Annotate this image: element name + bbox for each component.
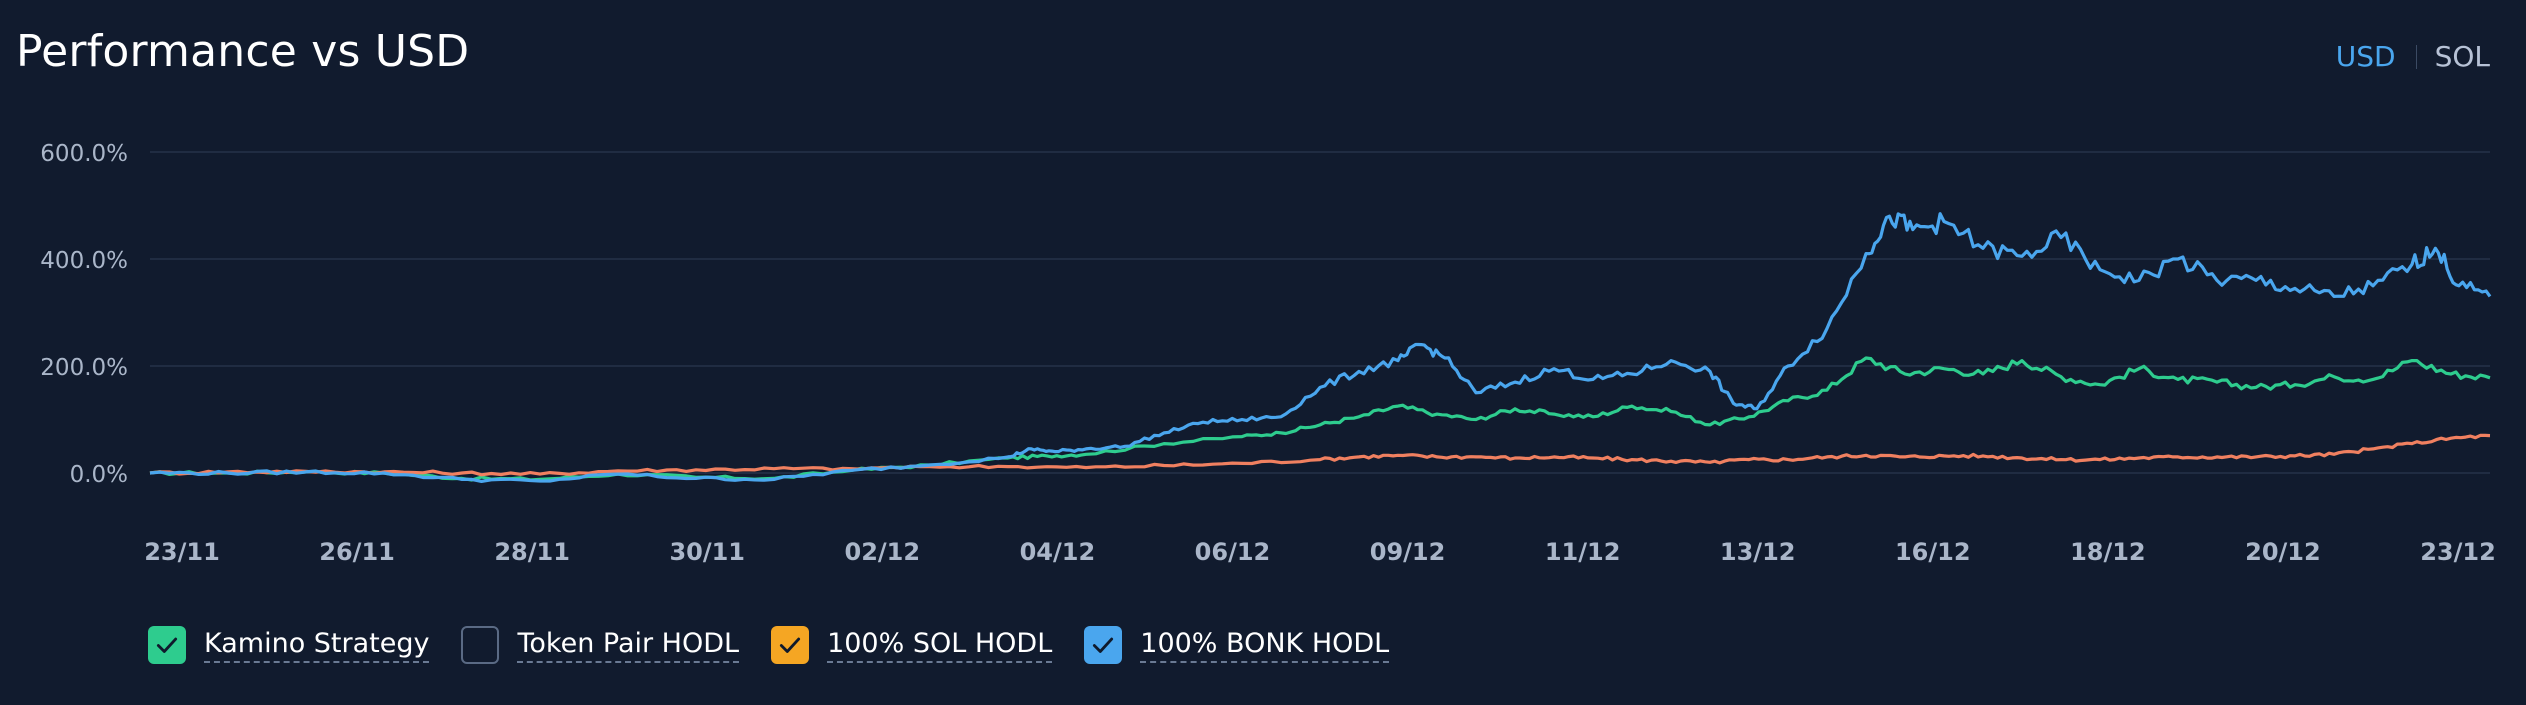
toggle-divider: [2415, 44, 2417, 69]
check-icon: [1093, 637, 1114, 653]
x-axis: 23/11 26/11 28/11 30/11 02/12 04/12 06/12 09/12…: [144, 538, 2496, 566]
legend-item-kamino-strategy[interactable]: Kamino Strategy: [148, 626, 430, 664]
legend-item-bonk-hodl[interactable]: 100% BONK HODL: [1084, 626, 1390, 664]
y-tick-label: 200.0%: [40, 355, 128, 381]
legend-item-token-pair-hodl[interactable]: Token Pair HODL: [461, 626, 740, 664]
x-tick-label: 23/11: [144, 538, 220, 566]
page-title: Performance vs USD: [16, 26, 470, 77]
grid-layer: [150, 151, 2490, 474]
y-axis: 0.0% 200.0% 400.0% 600.0%: [40, 141, 128, 488]
x-tick-label: 13/12: [1720, 538, 1796, 566]
legend-label: Kamino Strategy: [204, 628, 430, 663]
legend-label: 100% SOL HODL: [827, 628, 1053, 663]
legend-label: 100% BONK HODL: [1140, 628, 1390, 663]
series-line-100-bonk-hodl: [149, 212, 2492, 483]
check-icon: [156, 637, 178, 653]
x-tick-label: 06/12: [1195, 538, 1271, 566]
series-line-kamino-strategy: [149, 356, 2491, 482]
legend-label: Token Pair HODL: [517, 628, 740, 663]
toggle-sol[interactable]: SOL: [2434, 40, 2490, 73]
checkbox-token-pair-hodl[interactable]: [461, 626, 500, 664]
x-tick-label: 23/12: [2420, 538, 2496, 566]
checkbox-sol-hodl[interactable]: [771, 626, 810, 664]
y-tick-label: 600.0%: [40, 141, 128, 167]
x-tick-label: 26/11: [319, 538, 395, 566]
x-tick-label: 28/11: [494, 538, 570, 566]
series-layer: [149, 212, 2492, 483]
y-tick-label: 0.0%: [70, 462, 128, 488]
x-tick-label: 04/12: [1020, 538, 1096, 566]
x-tick-label: 30/11: [669, 538, 745, 566]
check-icon: [780, 637, 801, 653]
checkbox-bonk-hodl[interactable]: [1084, 626, 1123, 664]
x-tick-label: 09/12: [1370, 538, 1446, 566]
chart-legend: Kamino Strategy Token Pair HODL 100% SOL…: [148, 626, 1421, 664]
x-tick-label: 16/12: [1895, 538, 1971, 566]
y-tick-label: 400.0%: [40, 248, 128, 274]
x-tick-label: 02/12: [845, 538, 921, 566]
toggle-usd[interactable]: USD: [2335, 40, 2396, 73]
series-line-100-sol-hodl: [149, 433, 2491, 477]
x-tick-label: 20/12: [2245, 538, 2321, 566]
legend-item-sol-hodl[interactable]: 100% SOL HODL: [771, 626, 1053, 664]
checkbox-kamino-strategy[interactable]: [148, 626, 186, 664]
currency-toggle: USD SOL: [2336, 40, 2490, 73]
x-tick-label: 11/12: [1545, 538, 1621, 566]
x-tick-label: 18/12: [2070, 538, 2146, 566]
